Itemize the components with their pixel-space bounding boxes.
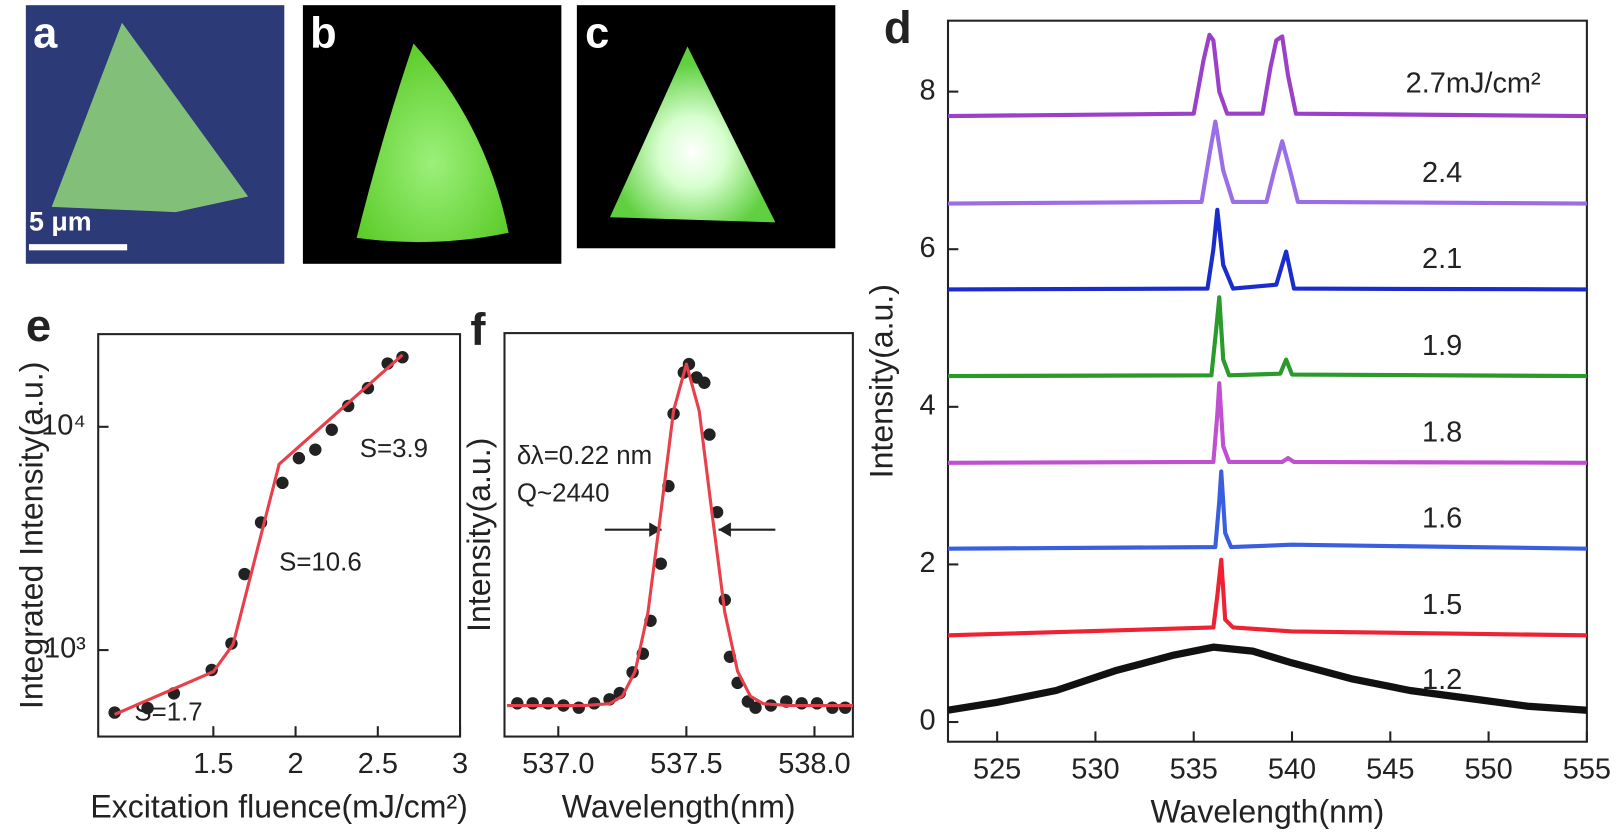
x-tick-label: 537.5	[650, 748, 722, 780]
x-tick-label: 538.0	[778, 748, 850, 780]
x-tick-label: 530	[1071, 753, 1119, 785]
series-line	[947, 469, 1587, 551]
point	[141, 701, 154, 715]
point	[238, 567, 251, 581]
point	[749, 701, 762, 714]
point	[810, 697, 824, 710]
x-axis-label: Excitation fluence(mJ/cm²)	[90, 788, 467, 824]
x-tick-label: 2.5	[358, 748, 398, 780]
y-tick-label: 10⁴	[41, 409, 86, 441]
x-tick-label: 3	[452, 748, 468, 780]
series-line	[947, 295, 1587, 379]
point	[511, 697, 524, 710]
series-line	[947, 643, 1588, 714]
crystal	[51, 22, 249, 213]
point	[826, 701, 839, 714]
y-axis-label: Integrated Intensity(a.u.)	[14, 362, 50, 709]
x-tick-label: 1.5	[193, 748, 233, 780]
panel-letter: e	[26, 300, 51, 351]
series-label: 2.4	[1422, 157, 1462, 189]
point	[654, 557, 667, 570]
panel-letter: f	[470, 304, 486, 355]
series-label: 2.1	[1422, 243, 1462, 275]
series-label: 1.8	[1422, 416, 1462, 448]
x-tick-label: 537.0	[522, 748, 594, 780]
series-label: 1.5	[1422, 589, 1462, 621]
point	[396, 350, 409, 364]
point	[572, 701, 585, 714]
point	[108, 706, 121, 719]
series-line	[507, 362, 853, 708]
series-label: 1.6	[1422, 502, 1462, 534]
series-line	[947, 119, 1587, 206]
scale-bar-label: 5 μm	[29, 207, 92, 237]
x-tick-label: 525	[973, 753, 1021, 785]
panel-label: b	[310, 10, 337, 58]
point	[698, 376, 711, 389]
point	[838, 701, 852, 714]
y-tick-label: 2	[920, 547, 936, 579]
annotation: S=10.6	[279, 549, 362, 577]
y-axis-label: Intensity(a.u.)	[863, 284, 899, 478]
x-tick-label: 535	[1170, 753, 1218, 785]
annotation: δλ=0.22 nm	[517, 442, 652, 470]
y-tick-label: 0	[920, 705, 936, 737]
panel-letter: d	[884, 2, 912, 53]
series-label: 1.2	[1422, 664, 1462, 696]
point	[292, 451, 306, 465]
x-axis-label: Wavelength(nm)	[1151, 794, 1385, 830]
y-axis-label: Intensity(a.u.)	[461, 438, 497, 632]
point	[703, 428, 716, 441]
plot-frame	[503, 332, 854, 738]
point	[795, 697, 808, 710]
y-tick-label: 4	[920, 389, 936, 421]
plot-frame	[97, 333, 462, 738]
crystal	[356, 43, 509, 243]
panel-label: a	[33, 10, 58, 58]
point	[276, 476, 289, 490]
point	[342, 399, 355, 413]
y-tick-label: 8	[920, 74, 936, 106]
y-tick-label: 6	[920, 232, 936, 264]
plot-frame	[946, 19, 1588, 743]
point	[361, 381, 375, 395]
series-label: 1.9	[1422, 330, 1462, 362]
point	[325, 423, 338, 436]
series-label: 2.7mJ/cm²	[1406, 68, 1541, 100]
point	[710, 505, 724, 519]
x-tick-label: 550	[1464, 753, 1512, 785]
arrow-head	[649, 522, 662, 537]
annotation: Q~2440	[517, 479, 610, 507]
arrow-head	[718, 522, 731, 537]
panel-label: c	[585, 10, 609, 58]
crystal	[609, 46, 776, 223]
point	[541, 697, 555, 710]
scale-bar	[28, 244, 128, 251]
series-line	[947, 557, 1587, 638]
x-tick-label: 545	[1366, 753, 1414, 785]
series-line	[947, 32, 1587, 119]
x-tick-label: 555	[1563, 753, 1611, 785]
y-tick-label: 10³	[44, 633, 86, 665]
point	[526, 697, 539, 710]
series-line	[947, 207, 1587, 292]
x-axis-label: Wavelength(nm)	[562, 788, 796, 824]
x-tick-label: 540	[1268, 753, 1316, 785]
series-line	[114, 353, 404, 716]
x-tick-label: 2	[288, 748, 304, 780]
series-line	[947, 381, 1587, 465]
point	[309, 443, 322, 456]
annotation: S=3.9	[360, 435, 428, 463]
